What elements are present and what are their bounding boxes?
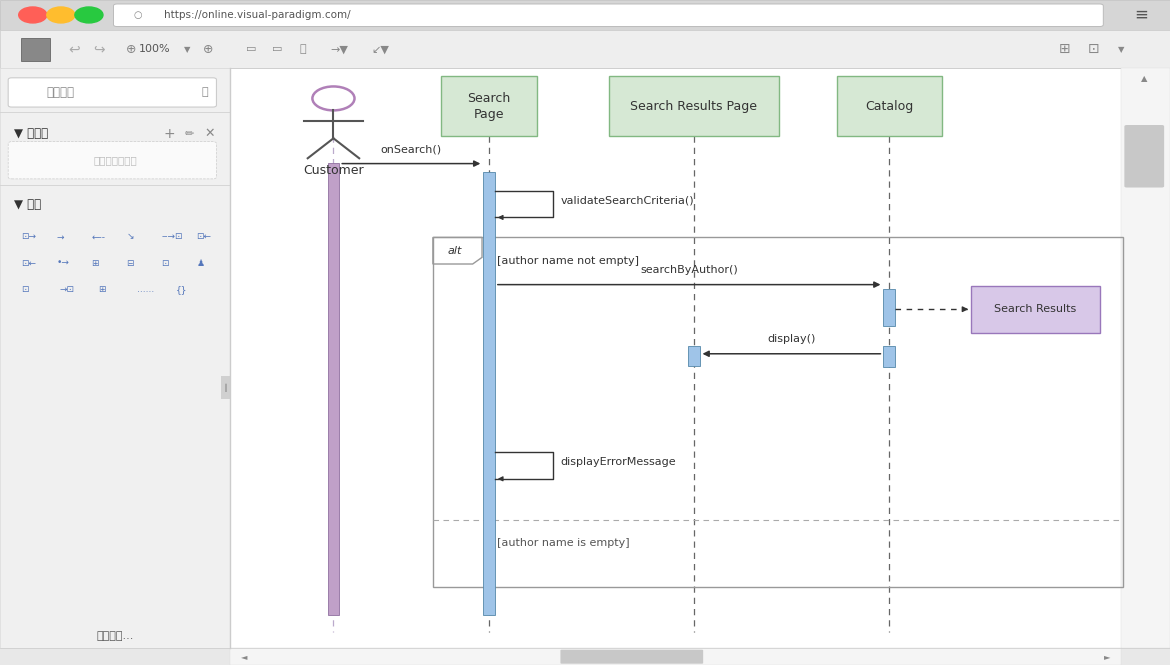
Text: validateSearchCriteria(): validateSearchCriteria() — [560, 195, 694, 205]
Text: ↪: ↪ — [94, 42, 105, 57]
Text: 100%: 100% — [138, 44, 171, 55]
Text: displayErrorMessage: displayErrorMessage — [560, 456, 676, 467]
Text: ▼ 顺序: ▼ 顺序 — [14, 198, 41, 211]
Text: ↘: ↘ — [126, 232, 133, 241]
Text: Customer: Customer — [303, 164, 364, 177]
Text: 搜寻图形: 搜寻图形 — [47, 86, 75, 99]
Text: 把元件拖到這裏: 把元件拖到這裏 — [94, 155, 137, 166]
Circle shape — [47, 7, 75, 23]
Text: +: + — [164, 126, 176, 141]
Text: ⊡: ⊡ — [161, 259, 168, 268]
Text: ►: ► — [1103, 652, 1110, 661]
Text: ⊟: ⊟ — [126, 259, 133, 268]
Text: ▼ 便笺本: ▼ 便笺本 — [14, 127, 48, 140]
Text: ↙▼: ↙▼ — [371, 44, 390, 55]
Bar — [971, 286, 1100, 332]
Text: ║: ║ — [223, 384, 228, 392]
Bar — [483, 172, 495, 615]
Bar — [0, 0, 1170, 30]
Text: ⊞: ⊞ — [1059, 42, 1071, 57]
Bar — [0, 30, 1170, 68]
Bar — [21, 38, 50, 61]
Text: ↩: ↩ — [68, 42, 80, 57]
Text: [author name is empty]: [author name is empty] — [497, 537, 629, 548]
Text: ......: ...... — [137, 285, 154, 295]
Text: →⊡: →⊡ — [60, 285, 75, 295]
Text: display(): display() — [768, 334, 815, 344]
Text: ▭: ▭ — [247, 44, 256, 55]
Text: ⊕: ⊕ — [126, 43, 136, 56]
Text: ♟: ♟ — [197, 259, 205, 268]
Text: {}: {} — [176, 285, 187, 295]
Bar — [230, 648, 1121, 665]
Bar — [883, 289, 895, 326]
Text: ✕: ✕ — [205, 127, 215, 140]
Text: https://online.visual-paradigm.com/: https://online.visual-paradigm.com/ — [164, 10, 351, 20]
Text: ▼: ▼ — [184, 45, 191, 54]
Text: ⊞: ⊞ — [98, 285, 105, 295]
Text: ⊡→: ⊡→ — [21, 232, 36, 241]
Text: •→: •→ — [56, 259, 69, 268]
FancyBboxPatch shape — [560, 650, 703, 664]
Text: ◄: ◄ — [241, 652, 248, 661]
Circle shape — [75, 7, 103, 23]
Text: ▼: ▼ — [1117, 45, 1124, 54]
Bar — [328, 163, 339, 615]
Bar — [0, 68, 230, 648]
Text: ⊡←: ⊡← — [197, 232, 212, 241]
Text: onSearch(): onSearch() — [380, 144, 442, 154]
Bar — [837, 76, 942, 136]
Circle shape — [19, 7, 47, 23]
Bar — [883, 346, 895, 367]
Bar — [221, 376, 230, 399]
Text: ⊡: ⊡ — [21, 285, 28, 295]
Text: Catalog: Catalog — [865, 100, 914, 113]
Text: [author name not empty]: [author name not empty] — [497, 255, 639, 266]
Text: ✏: ✏ — [185, 128, 194, 139]
Text: ⊞: ⊞ — [91, 259, 98, 268]
Bar — [688, 346, 700, 366]
Text: ≡: ≡ — [1134, 6, 1148, 24]
Text: Search Results Page: Search Results Page — [631, 100, 757, 113]
Text: 更多图形...: 更多图形... — [97, 631, 133, 642]
Text: ⊕: ⊕ — [204, 43, 213, 56]
FancyBboxPatch shape — [1124, 125, 1164, 188]
Text: --→⊡: --→⊡ — [161, 232, 183, 241]
Bar — [1121, 68, 1170, 648]
Bar — [433, 237, 1123, 587]
Text: alt: alt — [448, 245, 462, 256]
Text: 🗑: 🗑 — [300, 44, 307, 55]
Bar — [230, 68, 1121, 648]
FancyBboxPatch shape — [8, 142, 216, 179]
Text: Search
Page: Search Page — [468, 92, 510, 121]
Text: ←--: ←-- — [91, 232, 105, 241]
Bar — [608, 76, 779, 136]
Bar — [441, 76, 537, 136]
Text: 🔍: 🔍 — [201, 87, 208, 98]
Text: ⊡: ⊡ — [1088, 42, 1100, 57]
Text: →: → — [56, 232, 63, 241]
Text: searchByAuthor(): searchByAuthor() — [640, 265, 738, 275]
Text: ○: ○ — [133, 10, 143, 20]
Text: →▼: →▼ — [330, 44, 349, 55]
Text: ⊡←: ⊡← — [21, 259, 36, 268]
Text: ▲: ▲ — [1141, 74, 1148, 83]
Text: ▭: ▭ — [273, 44, 282, 55]
FancyBboxPatch shape — [8, 78, 216, 107]
FancyBboxPatch shape — [113, 4, 1103, 27]
Text: Search Results: Search Results — [994, 304, 1076, 315]
